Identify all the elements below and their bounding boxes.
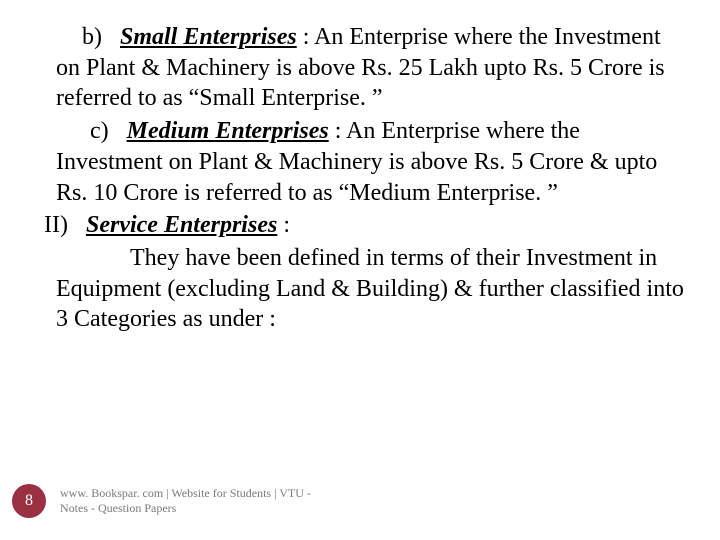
page-number-badge: 8 xyxy=(12,484,46,518)
item-c-heading: Medium Enterprises xyxy=(127,118,329,144)
footer: 8 www. Bookspar. com | Website for Stude… xyxy=(12,484,311,518)
item-b-colon: : xyxy=(297,24,314,50)
item-c-colon: : xyxy=(329,118,346,144)
item-c-label: c) xyxy=(90,118,109,144)
body-content: b) Small Enterprises : An Enterprise whe… xyxy=(56,22,690,337)
item-ii-header: II) Service Enterprises : xyxy=(44,210,690,241)
footer-line2: Notes - Question Papers xyxy=(60,501,176,515)
item-ii-heading: Service Enterprises xyxy=(86,212,277,238)
item-c: c) Medium Enterprises : An Enterprise wh… xyxy=(56,116,690,208)
page-number: 8 xyxy=(25,492,33,510)
item-ii-label: II) xyxy=(44,212,68,238)
item-b-label: b) xyxy=(82,24,102,50)
item-ii-text: They have been defined in terms of their… xyxy=(56,243,690,335)
item-b: b) Small Enterprises : An Enterprise whe… xyxy=(56,22,690,114)
footer-line1: www. Bookspar. com | Website for Student… xyxy=(60,486,311,500)
item-b-heading: Small Enterprises xyxy=(120,24,297,50)
footer-text: www. Bookspar. com | Website for Student… xyxy=(60,486,311,516)
slide: b) Small Enterprises : An Enterprise whe… xyxy=(0,0,720,540)
item-ii-colon: : xyxy=(277,212,290,238)
